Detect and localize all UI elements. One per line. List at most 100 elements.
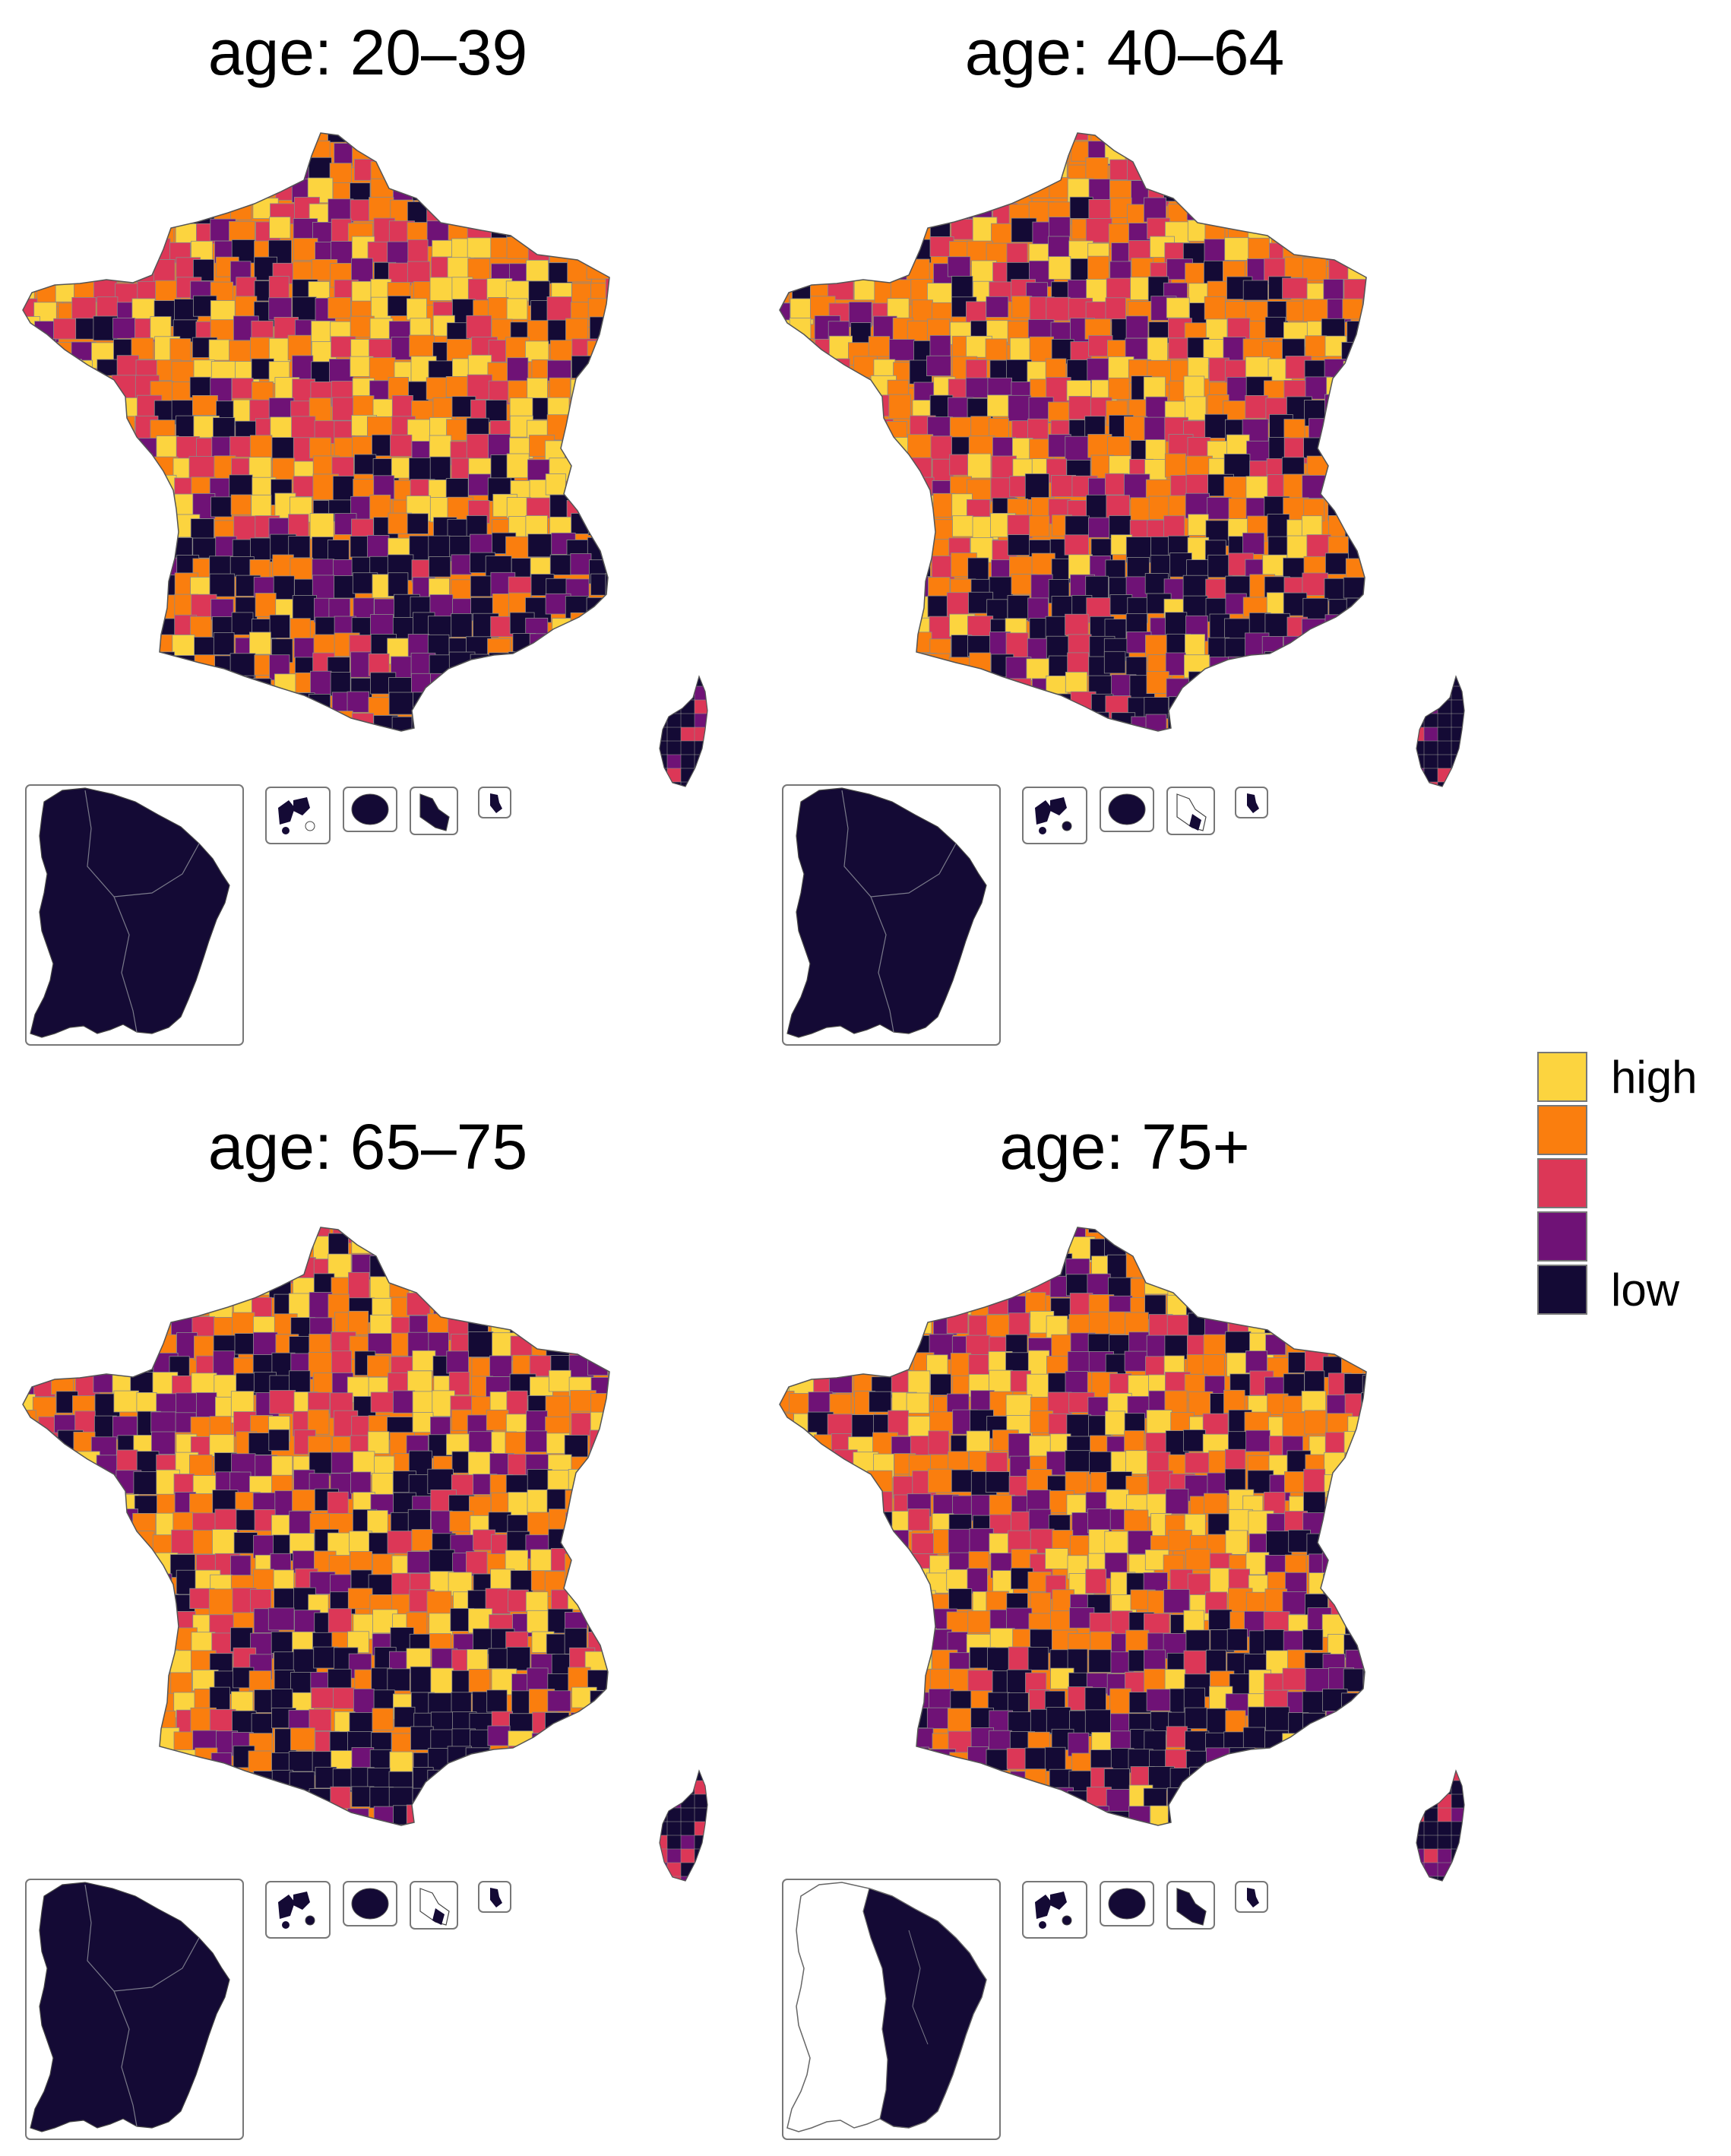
region-cell [451,1692,472,1714]
region-cell [571,1826,593,1847]
region-cell [1322,711,1344,731]
region-cell [76,199,100,223]
region-cell [1360,337,1366,359]
region-cell [869,1312,893,1338]
mainland-map [23,1227,609,1847]
region-cell [951,275,973,299]
region-cell [1030,1252,1056,1277]
region-cell [1226,1227,1249,1237]
region-cell [850,1750,872,1773]
region-cell [1087,255,1109,282]
region-cell [1343,360,1366,381]
region-cell [680,1876,696,1881]
region-cell [1321,1726,1343,1750]
region-cell [72,556,94,580]
region-cell [790,1572,814,1596]
region-cell [33,1493,54,1520]
region-cell [188,456,215,481]
region-cell [489,1355,512,1377]
region-cell [230,158,254,181]
region-cell [1347,1234,1366,1257]
region-cell [77,1746,99,1769]
region-cell [1287,1829,1309,1853]
region-cell [271,1227,297,1238]
region-cell [872,513,893,537]
region-cell [1186,1232,1212,1255]
region-cell [584,1588,609,1612]
region-cell [813,553,840,577]
region-cell [568,1336,594,1359]
region-cell [948,181,970,207]
region-cell [947,1632,968,1654]
region-cell [293,638,315,659]
region-cell [430,1667,454,1694]
region-cell [136,1391,157,1413]
region-cell [590,1474,609,1500]
region-cell [1287,1296,1314,1322]
region-cell [211,144,235,170]
region-cell [808,394,829,421]
region-cell [545,1395,571,1418]
region-cell [868,336,891,357]
region-cell [471,1791,495,1814]
region-cell [1226,1629,1248,1651]
region-cell [853,1809,876,1825]
region-cell [93,575,116,596]
region-cell [888,717,910,731]
region-cell [231,133,256,147]
region-cell [1007,595,1030,621]
region-cell [1325,476,1351,499]
region-cell [489,652,512,675]
region-cell [604,1515,609,1537]
region-cell [604,1569,609,1595]
region-cell [694,685,707,701]
region-cell [828,613,850,640]
region-cell [794,1591,818,1614]
region-cell [34,359,56,381]
region-cell [209,163,234,186]
region-cell [52,638,78,664]
region-cell [1005,1394,1033,1417]
region-cell [1344,1452,1366,1477]
region-cell [191,395,218,416]
region-cell [694,768,707,784]
region-cell [334,143,356,166]
region-cell [590,159,609,183]
region-cell [1309,1572,1333,1594]
region-cell [953,1273,977,1295]
region-cell [906,258,930,282]
region-cell [506,694,530,718]
corsica-map [660,1771,707,1881]
region-cell [53,318,77,340]
region-cell [132,1691,156,1718]
region-cell [32,593,53,619]
region-cell [23,240,38,262]
region-cell [1144,1668,1166,1693]
region-cell [293,1805,319,1825]
region-cell [567,1806,591,1825]
region-cell [848,520,872,546]
region-cell [1344,1727,1366,1749]
region-cell [113,577,140,603]
region-cell [489,199,516,222]
region-cell [986,296,1009,318]
region-cell [973,1227,998,1238]
region-cell [828,240,851,266]
region-cell [891,236,913,258]
region-cell [1204,736,1224,758]
region-cell [113,1390,139,1413]
region-cell [780,637,801,659]
region-cell [70,359,93,381]
region-cell [1245,717,1270,731]
region-cell [1065,672,1088,693]
region-cell [313,1273,335,1295]
region-cell [1451,1780,1464,1796]
region-cell [570,553,592,575]
region-cell [328,296,351,319]
region-cell [891,615,913,640]
region-cell [311,320,334,345]
region-cell [851,1727,874,1751]
region-cell [489,1275,510,1300]
region-cell [1283,635,1310,660]
region-cell [1046,139,1070,163]
